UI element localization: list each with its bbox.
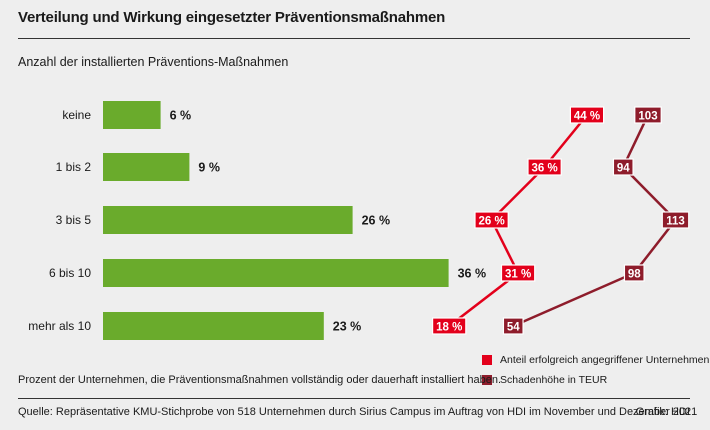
data-label-damage: 94 (617, 163, 630, 175)
data-point-damage (661, 211, 690, 229)
data-label-success: 36 % (531, 163, 557, 175)
bar (103, 206, 353, 234)
bar-value-label: 9 % (198, 161, 220, 175)
data-label-damage: 103 (638, 111, 657, 123)
bar-value-label: 36 % (458, 267, 487, 281)
data-label-damage: 98 (628, 269, 641, 281)
data-point-success (432, 317, 467, 335)
legend-label-damage: Schadenhöhe in TEUR (500, 374, 608, 386)
bar-value-label: 6 % (170, 109, 192, 123)
legend-swatch-success (482, 355, 492, 365)
bar (103, 153, 190, 181)
legend-label-success: Anteil erfolgreich angegriffener Unterne… (500, 354, 710, 366)
data-label-success: 18 % (436, 322, 462, 334)
data-point-success (569, 106, 605, 124)
data-label-damage: 54 (507, 322, 520, 334)
category-label: keine (62, 108, 91, 122)
bar-value-label: 23 % (333, 320, 362, 334)
bar (103, 259, 449, 287)
bar-value-label: 26 % (362, 214, 391, 228)
bottom-divider (18, 398, 690, 399)
legend-item-damage: Schadenhöhe in TEUR (482, 374, 607, 386)
data-point-damage (612, 158, 634, 176)
series-line-damage (512, 114, 677, 328)
data-point-success (500, 264, 536, 282)
source-text: Quelle: Repräsentative KMU-Stichprobe vo… (18, 406, 698, 418)
legend-item-success: Anteil erfolgreich angegriffener Unterne… (482, 354, 709, 366)
data-point-success (527, 158, 562, 176)
credit-text: Grafik: HDI (635, 406, 690, 418)
data-point-damage (502, 317, 524, 335)
chart-subtitle: Anzahl der installierten Präventions-Maß… (18, 55, 289, 69)
data-label-success: 26 % (478, 216, 504, 228)
category-label: 3 bis 5 (56, 213, 92, 227)
chart-note: Prozent der Unternehmen, die Präventions… (18, 374, 502, 386)
chart-title: Verteilung und Wirkung eingesetzter Präv… (18, 9, 446, 26)
category-label: 6 bis 10 (49, 266, 91, 280)
data-point-success (474, 211, 509, 229)
category-label: mehr als 10 (28, 319, 91, 333)
data-label-success: 44 % (574, 111, 600, 123)
data-label-damage: 113 (666, 216, 685, 228)
category-label: 1 bis 2 (56, 160, 92, 174)
legend-swatch-damage (482, 375, 492, 385)
data-label-success: 31 % (505, 269, 531, 281)
data-point-damage (623, 264, 645, 282)
top-divider (18, 38, 690, 39)
bar (103, 312, 324, 340)
bar (103, 101, 161, 129)
data-point-damage (634, 106, 662, 124)
series-line-success (448, 114, 588, 327)
